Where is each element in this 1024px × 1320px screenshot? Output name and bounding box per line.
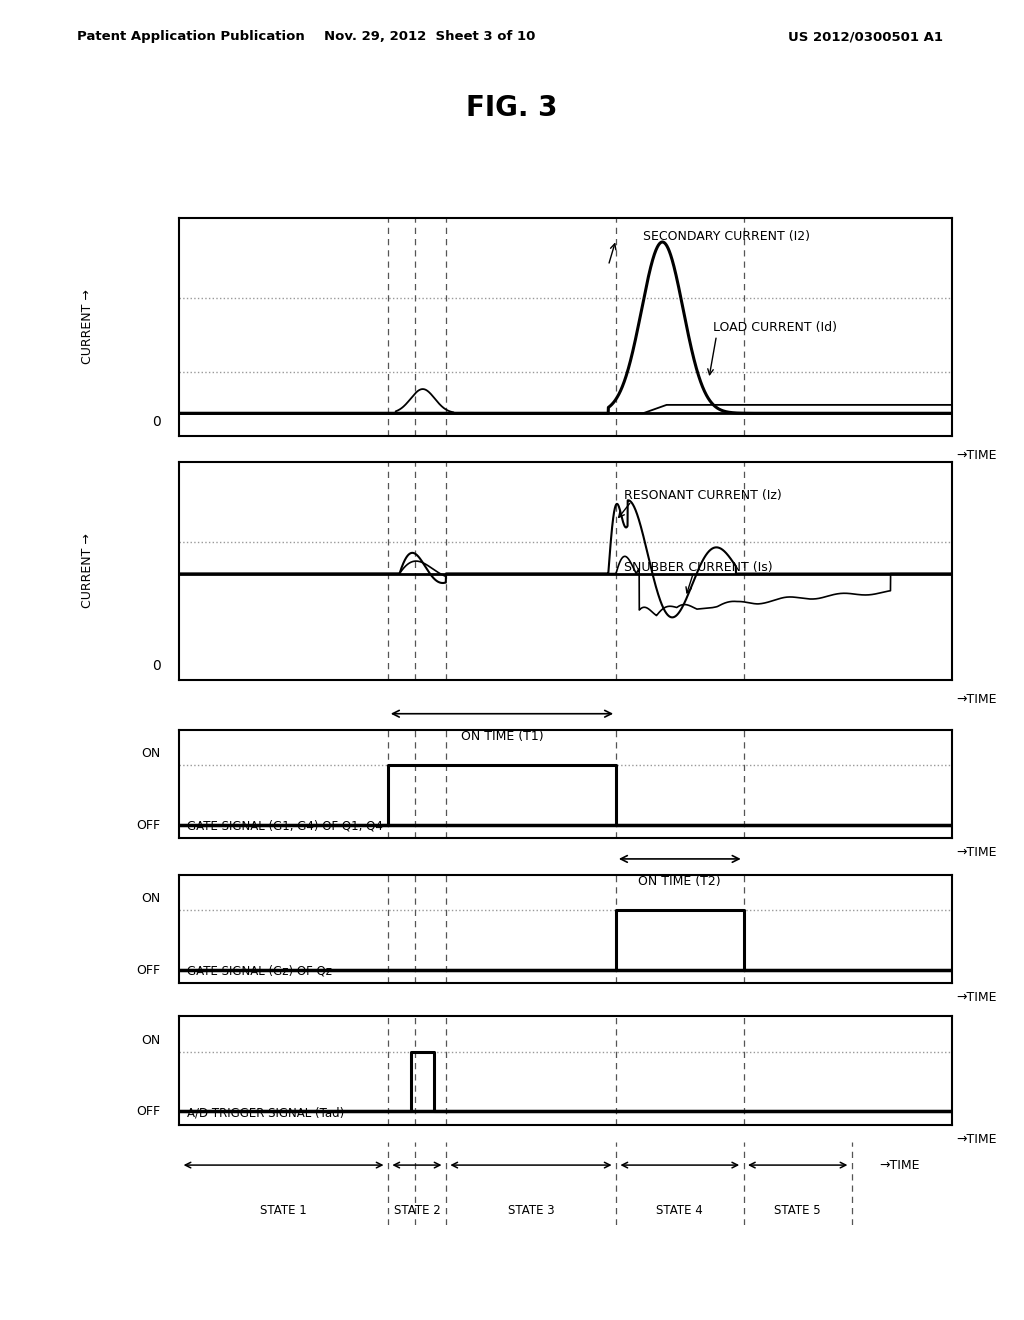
Text: STATE 5: STATE 5 — [774, 1204, 821, 1217]
Text: STATE 2: STATE 2 — [393, 1204, 440, 1217]
Text: 0: 0 — [152, 414, 161, 429]
Text: CURRENT →: CURRENT → — [81, 289, 93, 364]
Text: →TIME: →TIME — [956, 846, 997, 859]
Text: SECONDARY CURRENT (I2): SECONDARY CURRENT (I2) — [643, 230, 810, 243]
Text: ON: ON — [141, 1034, 161, 1047]
Text: SNUBBER CURRENT (Is): SNUBBER CURRENT (Is) — [624, 561, 772, 574]
Text: RESONANT CURRENT (Iz): RESONANT CURRENT (Iz) — [624, 488, 781, 502]
Text: A/D TRIGGER SIGNAL (Tad): A/D TRIGGER SIGNAL (Tad) — [187, 1106, 344, 1119]
Text: →TIME: →TIME — [956, 449, 997, 462]
Text: Patent Application Publication: Patent Application Publication — [77, 30, 304, 44]
Text: 0: 0 — [152, 659, 161, 673]
Text: ON: ON — [141, 892, 161, 906]
Text: CURRENT →: CURRENT → — [81, 533, 93, 609]
Text: STATE 4: STATE 4 — [656, 1204, 703, 1217]
Text: GATE SIGNAL (Gz) OF Qz: GATE SIGNAL (Gz) OF Qz — [187, 965, 332, 978]
Text: →TIME: →TIME — [956, 1133, 997, 1146]
Text: OFF: OFF — [136, 818, 161, 832]
Text: GATE SIGNAL (G1, G4) OF Q1, Q4: GATE SIGNAL (G1, G4) OF Q1, Q4 — [187, 820, 383, 833]
Text: →TIME: →TIME — [879, 1159, 920, 1172]
Text: →TIME: →TIME — [956, 991, 997, 1005]
Text: OFF: OFF — [136, 1105, 161, 1118]
Text: Nov. 29, 2012  Sheet 3 of 10: Nov. 29, 2012 Sheet 3 of 10 — [325, 30, 536, 44]
Text: FIG. 3: FIG. 3 — [466, 94, 558, 123]
Text: LOAD CURRENT (Id): LOAD CURRENT (Id) — [713, 321, 837, 334]
Text: ON: ON — [141, 747, 161, 760]
Text: STATE 1: STATE 1 — [260, 1204, 307, 1217]
Text: OFF: OFF — [136, 964, 161, 977]
Text: US 2012/0300501 A1: US 2012/0300501 A1 — [788, 30, 943, 44]
Text: ON TIME (T1): ON TIME (T1) — [461, 730, 544, 743]
Text: →TIME: →TIME — [956, 693, 997, 706]
Text: ON TIME (T2): ON TIME (T2) — [639, 875, 721, 888]
Text: STATE 3: STATE 3 — [508, 1204, 554, 1217]
